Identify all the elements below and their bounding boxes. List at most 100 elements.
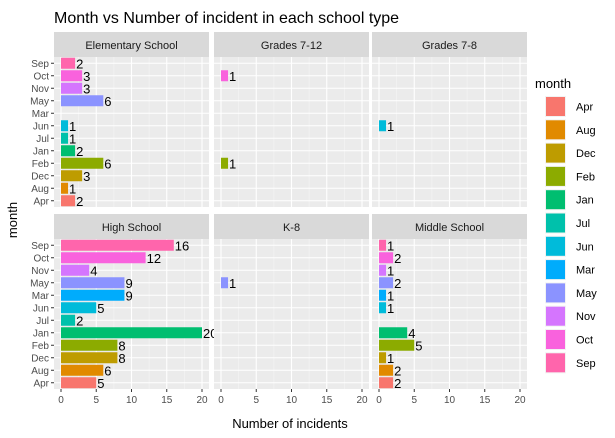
bar (379, 339, 415, 351)
legend-label: Oct (576, 335, 593, 347)
bar (61, 195, 76, 207)
bar (61, 57, 76, 69)
bar (61, 339, 118, 351)
x-tick-label: 20 (356, 395, 368, 406)
bar (379, 289, 387, 301)
bar-value-label: 2 (76, 144, 83, 159)
bar-value-label: 8 (118, 338, 125, 353)
legend-swatch (546, 330, 565, 349)
bar (61, 170, 83, 182)
legend-swatch (546, 236, 565, 256)
bar-value-label: 6 (104, 156, 111, 171)
y-tick-label: May (30, 96, 49, 107)
bar-value-label: 6 (104, 363, 111, 378)
y-tick-label: Sep (31, 59, 49, 70)
legend-item: Feb (545, 165, 595, 187)
bar (61, 264, 90, 276)
legend-item: Aug (545, 119, 596, 141)
y-tick-label: Feb (32, 341, 50, 352)
bar-value-label: 2 (394, 376, 401, 391)
legend-label: Jan (576, 195, 594, 207)
bar-value-label: 2 (394, 276, 401, 291)
bar (61, 132, 69, 144)
facet-strip-label: High School (102, 222, 161, 234)
bar (379, 377, 394, 389)
legend: Apr Aug Dec Feb Jan Jul Jun Mar May Nov Oct Sep (545, 96, 597, 374)
legend-item: Dec (545, 142, 596, 164)
x-tick-label: 15 (479, 395, 491, 406)
y-tick-label: Mar (32, 291, 50, 302)
bar-value-label: 2 (76, 56, 83, 71)
y-tick-label: Nov (31, 84, 49, 95)
bar (61, 239, 174, 251)
bar (61, 377, 97, 389)
facet-panel: K-810 5 10 15 20 (214, 214, 369, 406)
legend-label: Sep (576, 358, 596, 370)
legend-label: Jun (576, 241, 594, 253)
bar-value-label: 2 (76, 194, 83, 209)
legend-swatch (546, 166, 565, 186)
bar-value-label: 1 (69, 119, 76, 134)
legend-label: Jul (576, 218, 590, 230)
bar (221, 70, 229, 82)
bar (379, 364, 394, 376)
y-tick-label: Jun (33, 303, 49, 314)
legend-label: Mar (576, 265, 595, 277)
y-tick-label: Jan (33, 146, 49, 157)
bar (379, 302, 387, 314)
y-axis-title: month (5, 202, 20, 238)
facet-strip (54, 214, 209, 239)
bar-value-label: 4 (408, 326, 415, 341)
bar-value-label: 5 (97, 376, 104, 391)
legend-label: Dec (576, 148, 596, 160)
bar-value-label: 2 (394, 251, 401, 266)
bar (61, 302, 97, 314)
x-tick-label: 5 (411, 395, 417, 406)
bar (61, 157, 104, 169)
facet-strip (214, 214, 369, 239)
legend-item: Mar (545, 259, 595, 281)
facet-strip (214, 32, 369, 57)
bar-value-label: 8 (118, 351, 125, 366)
legend-label: Nov (576, 311, 596, 323)
bar (61, 145, 76, 157)
facet-panels: Elementary School23361126312SepOctNovMay… (30, 32, 527, 406)
legend-swatch (546, 306, 565, 326)
bar (379, 327, 408, 339)
bar (61, 314, 76, 326)
y-tick-label: Aug (31, 184, 49, 195)
bar-value-label: 3 (83, 169, 90, 184)
y-tick-label: Dec (31, 353, 49, 364)
x-tick-label: 10 (126, 395, 138, 406)
legend-swatch (546, 143, 565, 163)
legend-swatch (546, 260, 565, 280)
bar-value-label: 2 (76, 313, 83, 328)
bar-value-label: 1 (387, 351, 394, 366)
bar-value-label: 2 (394, 363, 401, 378)
bar-value-label: 1 (69, 181, 76, 196)
bar (61, 364, 104, 376)
bar-value-label: 1 (387, 263, 394, 278)
bar-value-label: 1 (387, 301, 394, 316)
y-tick-label: Mar (32, 109, 50, 120)
y-tick-label: Nov (31, 266, 49, 277)
bar (61, 277, 125, 289)
bar-value-label: 20 (203, 326, 217, 341)
facet-strip-label: K-8 (283, 222, 300, 234)
bar (61, 352, 118, 364)
facet-strip-label: Elementary School (85, 40, 177, 52)
bar (61, 120, 69, 132)
y-tick-label: Jul (36, 134, 49, 145)
facet-strip (372, 32, 527, 57)
legend-label: Feb (576, 171, 595, 183)
legend-swatch (546, 213, 565, 233)
y-tick-label: Jun (33, 121, 49, 132)
bar-value-label: 12 (147, 251, 161, 266)
facet-panel: Elementary School23361126312SepOctNovMay… (30, 32, 209, 209)
legend-title: month (535, 76, 571, 91)
x-tick-label: 15 (321, 395, 333, 406)
legend-label: May (576, 288, 597, 300)
bar (61, 327, 202, 339)
bar-value-label: 1 (229, 69, 236, 84)
bar-value-label: 9 (125, 288, 132, 303)
